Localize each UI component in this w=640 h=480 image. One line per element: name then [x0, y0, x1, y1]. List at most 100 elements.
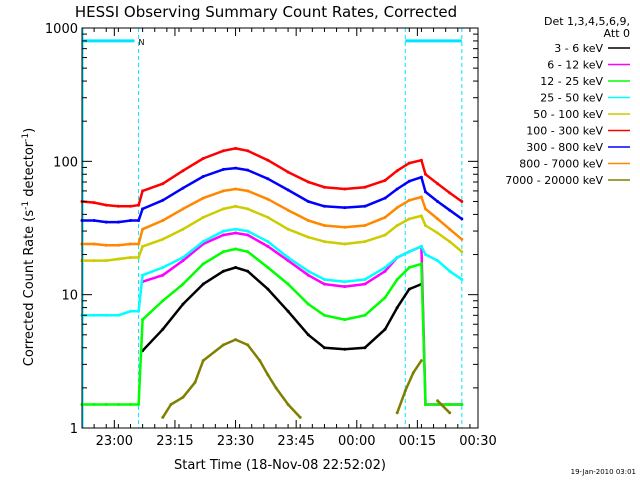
series-point-4-14: [286, 227, 290, 231]
series-point-1-12: [322, 282, 326, 286]
series-point-2-7: [161, 299, 165, 303]
series-point-3-10: [221, 229, 225, 233]
series-point-8-11: [246, 343, 250, 347]
x-tick-label-0: 23:00: [96, 434, 133, 449]
series-point-1-13: [343, 285, 347, 289]
series-point-8-25: [419, 359, 423, 363]
series-point-7-14: [286, 208, 290, 212]
series-point-2-5: [137, 403, 141, 406]
y-tick-label-0: 1: [70, 422, 78, 437]
series-point-5-8: [181, 169, 185, 173]
series-point-3-4: [129, 309, 132, 313]
series-point-2-21: [407, 266, 411, 269]
series-point-2-12: [246, 250, 250, 254]
series-point-1-6: [221, 233, 225, 237]
series-point-4-16: [322, 240, 326, 244]
series-point-0-4: [181, 302, 185, 306]
series-point-5-4: [129, 204, 132, 208]
series-point-7-8: [181, 207, 185, 211]
series-point-6-25: [448, 208, 452, 212]
legend-label-8: 7000 - 20000 keV: [505, 174, 603, 187]
series-point-2-9: [201, 262, 205, 266]
series-point-1-11: [306, 273, 310, 277]
legend-label-5: 100 - 300 keV: [526, 125, 603, 138]
series-point-2-24: [436, 403, 440, 406]
series-point-7-9: [201, 196, 205, 200]
series-point-4-24: [436, 231, 440, 235]
series-point-3-3: [116, 313, 120, 317]
y-ticks: 1 10 100 1000: [45, 22, 478, 437]
series-point-4-23: [424, 224, 427, 227]
series-point-6-11: [234, 166, 238, 170]
series-point-3-8: [181, 256, 185, 259]
series-point-0-13: [343, 347, 347, 351]
series-point-0-17: [407, 287, 411, 291]
x-tick-label-3: 23:45: [277, 434, 314, 449]
y-tick-label-3: 1000: [45, 22, 78, 37]
legend-label-7: 800 - 7000 keV: [519, 158, 603, 171]
series-point-4-9: [201, 215, 205, 219]
series-point-3-9: [201, 240, 205, 244]
series-point-7-5: [137, 242, 141, 246]
series-point-4-21: [407, 217, 411, 221]
series-point-6-20: [395, 187, 399, 191]
series-point-2-2: [104, 403, 108, 406]
series-point-5-19: [383, 178, 387, 182]
series-point-5-16: [322, 185, 326, 189]
series-point-2-23: [424, 403, 427, 406]
series-point-8-27: [436, 399, 440, 403]
series-point-0-12: [322, 346, 326, 350]
series-point-0-11: [306, 333, 310, 337]
series-point-5-7: [161, 182, 165, 186]
series-point-4-12: [246, 207, 250, 211]
series-point-2-25: [448, 403, 452, 406]
series-point-6-18: [363, 204, 367, 208]
series-point-5-15: [306, 180, 310, 184]
legend: Det 1,3,4,5,6,9,Att 03 - 6 keV 6 - 12 keV…: [505, 15, 630, 187]
series-point-7-22: [419, 195, 423, 199]
series-point-7-3: [116, 243, 120, 247]
series-point-6-26: [460, 217, 464, 221]
series-line-8-0: [161, 338, 302, 419]
series-point-0-3: [161, 327, 165, 331]
series-point-2-11: [234, 247, 238, 251]
series-line-8-2: [436, 399, 451, 414]
series-point-6-7: [161, 198, 165, 202]
series-point-3-15: [306, 269, 310, 273]
series-point-5-18: [363, 185, 367, 189]
series-point-3-17: [343, 280, 347, 284]
series-point-3-25: [448, 269, 452, 273]
series-point-4-18: [363, 240, 367, 244]
series-point-8-22: [395, 411, 399, 415]
series-point-1-15: [383, 269, 387, 273]
series-point-1-9: [266, 244, 270, 248]
series-point-1-4: [181, 259, 185, 263]
series-point-6-23: [424, 190, 427, 194]
series-point-6-21: [407, 179, 411, 183]
series-line-1-0: [142, 231, 462, 406]
series-point-7-19: [383, 215, 387, 219]
series-point-7-6: [141, 227, 145, 231]
x-axis-label: Start Time (18-Nov-08 22:52:02): [174, 458, 386, 473]
series-point-6-12: [246, 168, 250, 172]
series-point-5-10: [221, 149, 225, 153]
y-axis-label-end: ): [22, 128, 37, 133]
legend-label-2: 12 - 25 keV: [540, 75, 603, 88]
series-point-4-3: [116, 257, 120, 261]
series-point-8-15: [286, 403, 290, 406]
series-point-2-6: [141, 318, 145, 322]
series-point-7-25: [448, 227, 452, 231]
series-point-3-21: [407, 250, 411, 254]
series-point-6-6: [141, 207, 145, 211]
series-point-7-16: [322, 224, 326, 227]
series-point-2-16: [322, 313, 326, 317]
series-point-3-1: [92, 313, 96, 317]
legend-label-1: 6 - 12 keV: [547, 59, 603, 72]
series-point-3-6: [141, 273, 145, 277]
y-axis-label-main: Corrected Count Rate (s: [22, 210, 37, 367]
series-point-5-25: [448, 191, 452, 195]
series-point-8-14: [274, 386, 278, 390]
series-point-7-10: [221, 189, 225, 193]
series-point-6-16: [322, 204, 326, 208]
